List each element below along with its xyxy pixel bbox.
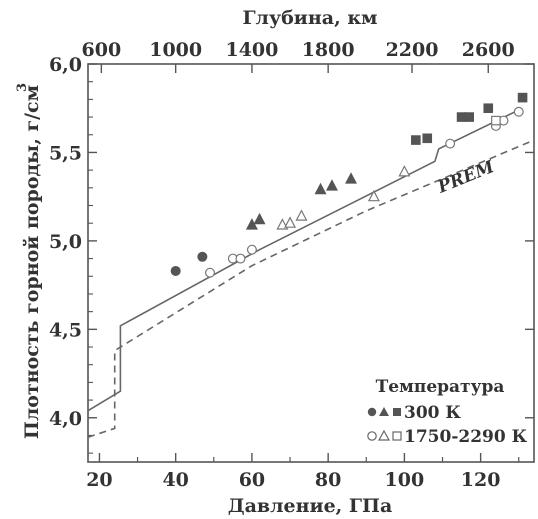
filled-square-marker [411,135,421,145]
open-circle-marker [246,244,257,255]
filled-square-marker [464,112,474,122]
x-tick-label: 20 [86,469,112,491]
y-axis-title: Плотность горной породы, г/см [21,85,43,439]
legend-filled-square [393,408,401,416]
legend-entry-300k: 300 К [404,403,461,423]
model-line [87,109,520,412]
y-axis-title-superscript: 3 [15,83,30,92]
filled-circle-marker [197,251,208,262]
prem-label: PREM [434,157,498,198]
filled-circle-marker [170,265,181,276]
filled-triangle-marker [325,179,338,191]
open-square-marker [491,115,501,126]
open-circle-marker [445,138,456,149]
open-triangle-marker [398,165,411,177]
prem-line [87,139,535,438]
open-circle-marker [513,106,524,117]
open-circle-marker [204,267,215,278]
x-tick-label: 40 [162,469,188,491]
top-tick-label: 600 [82,39,122,61]
open-triangle-marker [367,189,380,202]
top-tick-label: 1000 [149,39,202,61]
legend-open-square [392,431,402,441]
filled-square-marker [483,103,494,114]
x-axis-title: Давление, ГПа [228,495,393,517]
y-tick-label: 5,0 [49,231,82,253]
top-tick-label: 1800 [302,39,355,61]
filled-triangle-marker [345,172,358,184]
top-tick-label: 1400 [225,39,278,61]
top-tick-label: 2200 [386,39,439,61]
x-tick-label: 100 [385,469,425,491]
x-tick-label: 80 [315,469,341,491]
legend-filled-triangle [379,407,389,416]
filled-square-marker [517,92,528,103]
y-tick-label: 4,0 [49,408,82,430]
x-tick-label: 120 [461,469,501,491]
y-tick-label: 4,5 [49,319,82,341]
filled-square-marker [422,133,433,144]
top-tick-label: 2600 [462,39,515,61]
y-tick-label: 6,0 [49,54,82,76]
y-tick-label: 5,5 [49,142,82,164]
legend-entry-hot: 1750-2290 К [404,427,528,447]
x-tick-label: 60 [239,469,265,491]
legend: Температура 300 К 1750-2290 К [367,377,528,447]
legend-title: Температура [376,377,505,397]
top-axis-title: Глубина, км [242,7,377,29]
legend-open-circle [367,431,377,441]
plot-frame [87,63,535,463]
filled-triangle-marker [314,182,327,195]
legend-open-triangle [377,429,391,441]
legend-filled-circle [367,407,377,417]
open-triangle-marker [295,209,308,221]
filled-triangle-marker [253,212,266,225]
open-circle-marker [235,253,246,264]
open-triangle-marker [284,216,297,228]
